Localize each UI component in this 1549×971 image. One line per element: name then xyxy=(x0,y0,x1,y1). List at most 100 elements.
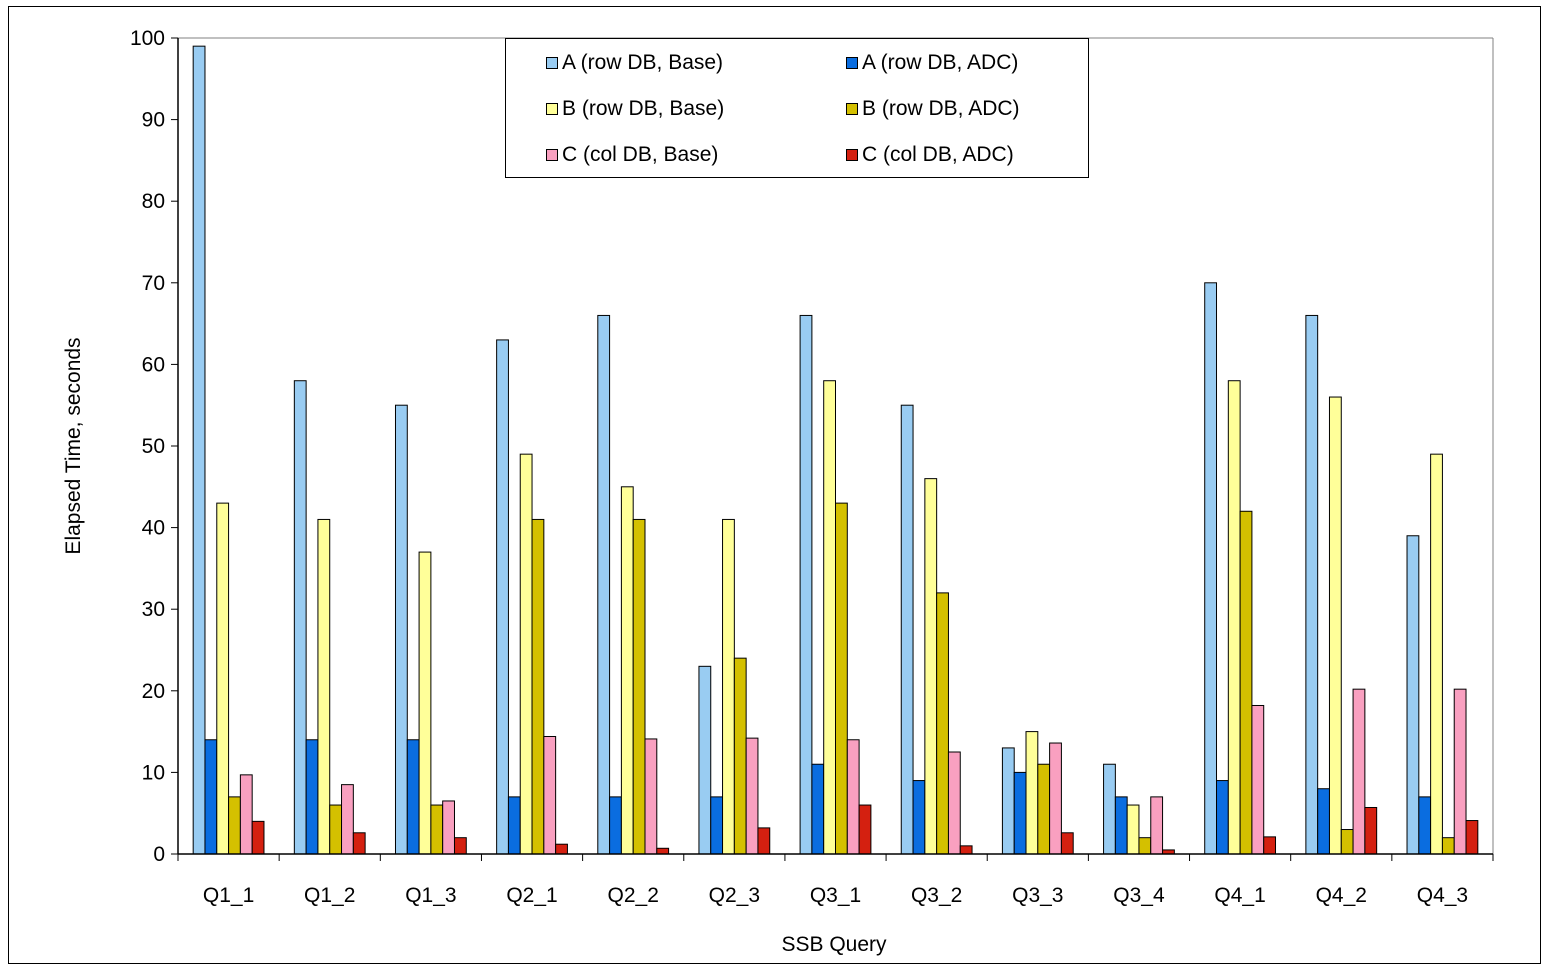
bar xyxy=(1001,747,1015,855)
bar xyxy=(733,657,747,855)
legend-swatch xyxy=(846,103,858,115)
bar xyxy=(959,845,973,855)
bar xyxy=(519,453,533,855)
x-tick-label: Q3_2 xyxy=(911,884,962,907)
bar xyxy=(507,796,521,855)
bar xyxy=(698,665,712,855)
y-tick-label: 50 xyxy=(142,435,165,458)
bar xyxy=(1352,688,1366,855)
bar xyxy=(620,486,634,855)
legend: A (row DB, Base) A (row DB, ADC) B (row … xyxy=(505,38,1089,178)
legend-label: C (col DB, ADC) xyxy=(862,143,1014,166)
legend-swatch xyxy=(546,57,558,69)
bar xyxy=(1453,688,1467,855)
bar xyxy=(644,738,658,855)
bar xyxy=(418,551,432,855)
bar xyxy=(1340,829,1354,855)
bar xyxy=(924,478,938,855)
y-tick-label: 60 xyxy=(142,353,165,376)
bar xyxy=(329,804,343,855)
bar xyxy=(846,739,860,855)
bar xyxy=(823,380,837,855)
bar xyxy=(936,592,949,855)
bar xyxy=(555,843,568,855)
x-tick-label: Q1_3 xyxy=(405,884,456,907)
bar xyxy=(352,832,366,855)
x-tick-label: Q4_2 xyxy=(1316,884,1367,907)
bar xyxy=(609,796,622,855)
bar xyxy=(1430,453,1443,855)
y-tick-label: 10 xyxy=(142,761,165,784)
bar xyxy=(835,502,848,855)
x-tick-label: Q2_1 xyxy=(506,884,557,907)
bar xyxy=(811,763,825,855)
legend-item: C (col DB, Base) xyxy=(546,143,718,167)
bar xyxy=(239,774,253,855)
bar xyxy=(496,339,509,855)
bar xyxy=(317,518,331,855)
x-axis-label: SSB Query xyxy=(781,933,887,956)
bar xyxy=(722,518,735,855)
legend-label: A (row DB, ADC) xyxy=(862,51,1019,74)
legend-swatch xyxy=(546,149,558,161)
bar xyxy=(1239,510,1253,855)
legend-item: B (row DB, Base) xyxy=(546,97,724,121)
axes-layer: 0 10 20 30 40 50 60 70 80 90 100 Q1_1 Q1_2 Q1_3 Q2_1 Q2… xyxy=(130,27,1494,907)
bar xyxy=(1013,771,1027,855)
legend-label: A (row DB, Base) xyxy=(562,51,724,74)
bar xyxy=(858,804,872,855)
y-tick-label: 0 xyxy=(153,843,165,866)
bar xyxy=(757,827,771,855)
bar xyxy=(710,796,724,855)
legend-swatch xyxy=(846,149,858,161)
bar xyxy=(1037,763,1051,855)
bar xyxy=(341,784,354,855)
bar xyxy=(1060,832,1074,855)
y-axis-label: Elapsed Time, seconds xyxy=(62,337,85,555)
y-tick-label: 30 xyxy=(142,598,165,621)
x-tick-label: Q2_2 xyxy=(608,884,659,907)
bar xyxy=(1465,820,1479,855)
bar xyxy=(1049,742,1062,855)
bar xyxy=(1150,796,1164,855)
x-tick-label: Q1_1 xyxy=(203,884,254,907)
bar xyxy=(799,314,813,855)
legend-item: B (row DB, ADC) xyxy=(846,97,1020,121)
x-tick-label: Q3_1 xyxy=(810,884,861,907)
bar xyxy=(204,739,218,855)
bar xyxy=(1025,731,1039,855)
bar xyxy=(293,380,307,855)
bar xyxy=(1216,780,1229,855)
y-tick-label: 100 xyxy=(130,27,165,50)
legend-label: B (row DB, ADC) xyxy=(862,97,1020,120)
bar xyxy=(947,751,961,855)
bar xyxy=(543,735,557,855)
bar xyxy=(1441,837,1455,855)
bar xyxy=(216,502,230,855)
bar xyxy=(430,804,444,855)
y-tick-label: 70 xyxy=(142,272,165,295)
bar xyxy=(1138,837,1152,855)
x-tick-label: Q3_3 xyxy=(1012,884,1063,907)
y-tick-label: 40 xyxy=(142,517,165,540)
legend-label: B (row DB, Base) xyxy=(562,97,725,120)
bar xyxy=(453,837,467,855)
bar xyxy=(1406,535,1420,855)
y-tick-label: 20 xyxy=(142,680,165,703)
bar xyxy=(228,796,241,855)
x-tick-label: Q4_1 xyxy=(1214,884,1265,907)
bar xyxy=(251,820,265,855)
y-tick-label: 90 xyxy=(142,109,165,132)
y-tick-label: 80 xyxy=(142,190,165,213)
x-tick-label: Q4_3 xyxy=(1417,884,1468,907)
bar xyxy=(1126,804,1140,855)
bar xyxy=(1114,796,1128,855)
bar xyxy=(1317,788,1330,855)
bar xyxy=(1328,396,1342,855)
bar xyxy=(1263,836,1277,855)
bar xyxy=(632,518,646,855)
x-tick-label: Q3_4 xyxy=(1113,884,1165,907)
bar xyxy=(1103,763,1116,855)
bar xyxy=(1364,806,1378,855)
